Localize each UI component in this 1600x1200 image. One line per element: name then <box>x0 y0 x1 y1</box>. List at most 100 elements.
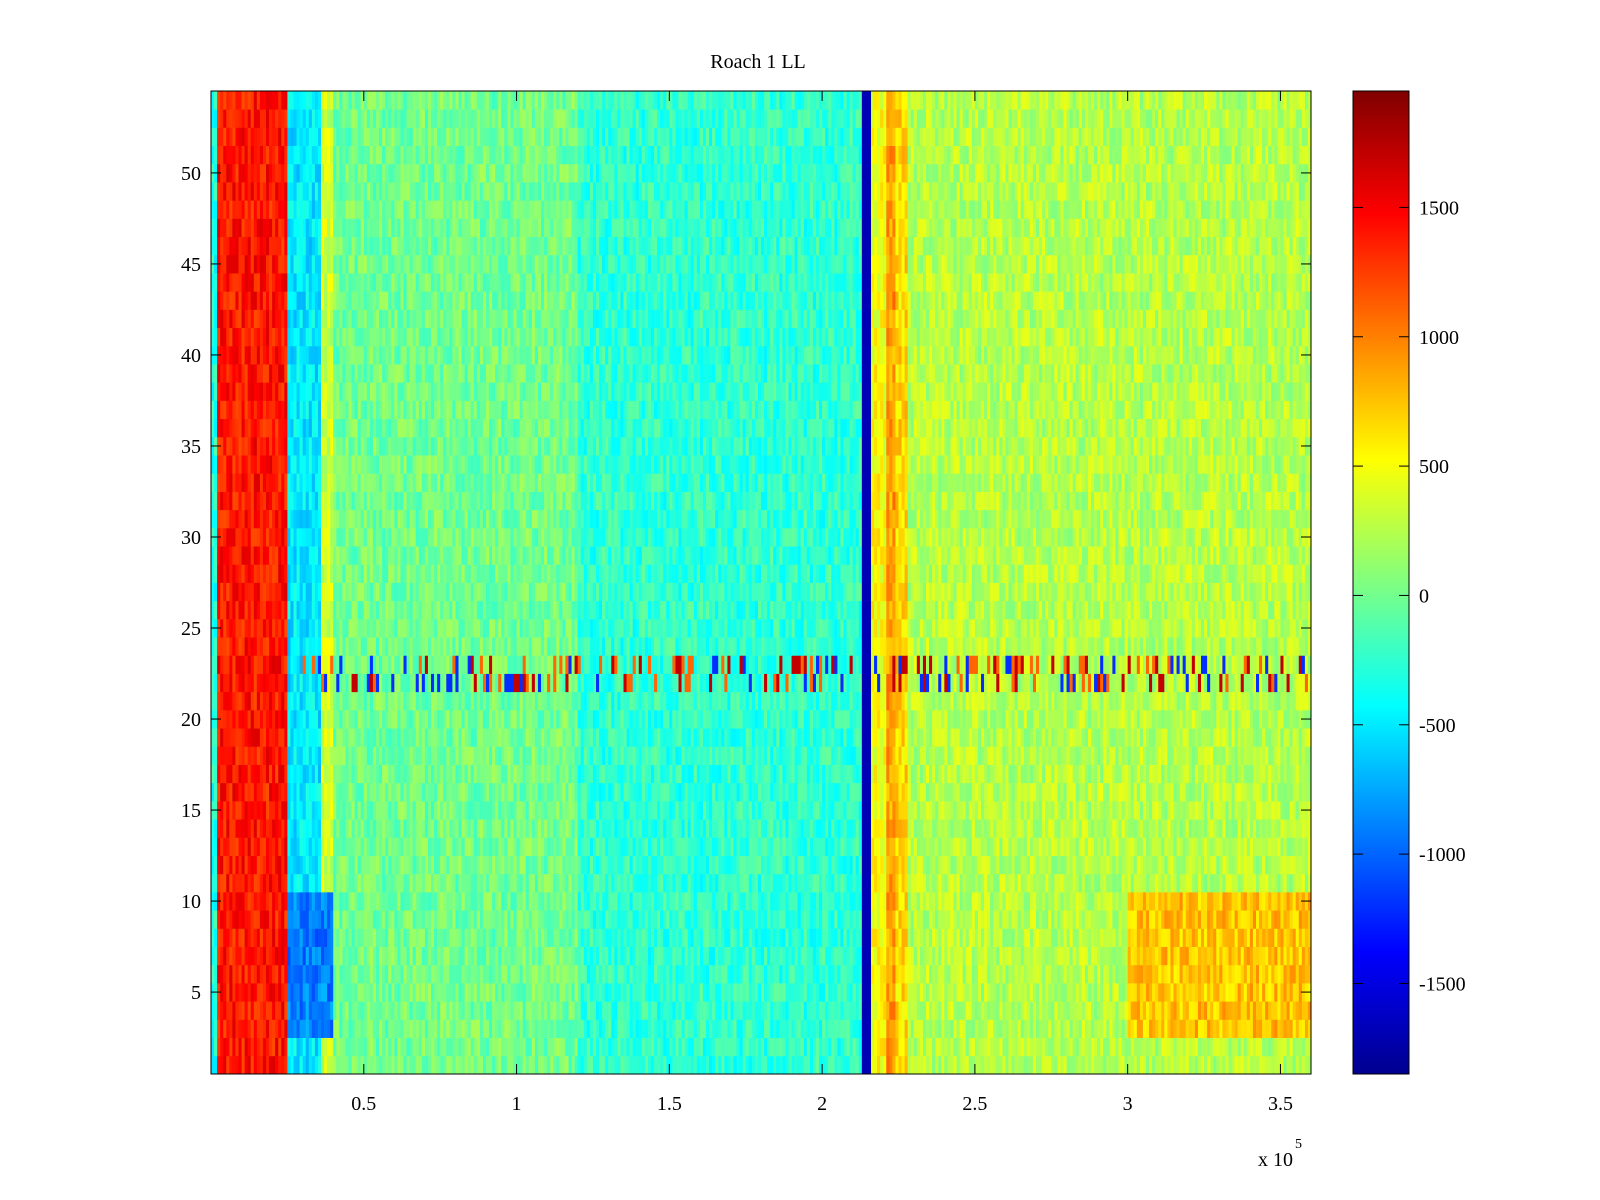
heatmap-cell <box>755 965 758 984</box>
heatmap-cell <box>1268 1038 1271 1057</box>
heatmap-cell <box>630 892 633 911</box>
heatmap-cell <box>593 965 596 984</box>
heatmap-cell <box>1225 1019 1228 1038</box>
heatmap-cell <box>1100 1019 1103 1038</box>
heatmap-cell <box>902 819 905 838</box>
heatmap-cell <box>721 965 724 984</box>
heatmap-cell <box>1027 819 1030 838</box>
heatmap-cell <box>242 1001 245 1020</box>
heatmap-cell <box>1302 856 1305 875</box>
heatmap-cell <box>947 837 950 856</box>
heatmap-cell <box>462 910 465 929</box>
heatmap-cell <box>1180 856 1183 875</box>
heatmap-cell <box>804 837 807 856</box>
heatmap-cell <box>902 965 905 984</box>
heatmap-cell <box>309 965 312 984</box>
heatmap-cell <box>1262 856 1265 875</box>
heatmap-cell <box>358 1019 361 1038</box>
heatmap-cell <box>740 983 743 1002</box>
heatmap-cell <box>1299 837 1302 856</box>
heatmap-cell <box>446 1038 449 1057</box>
heatmap-cell <box>223 965 226 984</box>
heatmap-cell <box>535 910 538 929</box>
heatmap-cell <box>379 856 382 875</box>
heatmap-cell <box>575 892 578 911</box>
heatmap-cell <box>1067 874 1070 893</box>
heatmap-cell <box>1216 983 1219 1002</box>
heatmap-cell <box>905 947 908 966</box>
heatmap-cell <box>455 1038 458 1057</box>
heatmap-cell <box>281 983 284 1002</box>
heatmap-cell <box>767 983 770 1002</box>
heatmap-cell <box>287 910 290 929</box>
heatmap-cell <box>565 856 568 875</box>
heatmap-cell <box>755 1001 758 1020</box>
heatmap-cell <box>871 1038 874 1057</box>
heatmap-cell <box>1094 983 1097 1002</box>
heatmap-cell <box>996 1001 999 1020</box>
heatmap-cell <box>587 874 590 893</box>
heatmap-cell <box>902 1056 905 1075</box>
heatmap-cell <box>544 1038 547 1057</box>
heatmap-cell <box>950 856 953 875</box>
heatmap-cell <box>336 819 339 838</box>
heatmap-cell <box>657 1019 660 1038</box>
heatmap-cell <box>446 874 449 893</box>
heatmap-cell <box>660 983 663 1002</box>
heatmap-cell <box>1051 965 1054 984</box>
heatmap-cell <box>1070 1001 1073 1020</box>
heatmap-cell <box>578 1001 581 1020</box>
heatmap-cell <box>993 983 996 1002</box>
heatmap-cell <box>278 874 281 893</box>
heatmap-cell <box>443 874 446 893</box>
heatmap-cell <box>251 892 254 911</box>
heatmap-cell <box>1207 892 1210 911</box>
heatmap-cell <box>816 983 819 1002</box>
heatmap-cell <box>1213 874 1216 893</box>
heatmap-cell <box>602 1038 605 1057</box>
heatmap-cell <box>853 1001 856 1020</box>
heatmap-cell <box>315 1056 318 1075</box>
heatmap-cell <box>1033 910 1036 929</box>
heatmap-cell <box>226 983 229 1002</box>
heatmap-cell <box>385 892 388 911</box>
heatmap-cell <box>938 1001 941 1020</box>
heatmap-cell <box>767 910 770 929</box>
heatmap-cell <box>471 965 474 984</box>
heatmap-cell <box>590 910 593 929</box>
heatmap-cell <box>941 1019 944 1038</box>
heatmap-cell <box>480 874 483 893</box>
heatmap-cell <box>339 874 342 893</box>
heatmap-cell <box>520 1038 523 1057</box>
heatmap-cell <box>1174 1038 1177 1057</box>
heatmap-cell <box>1219 910 1222 929</box>
heatmap-cell <box>492 965 495 984</box>
heatmap-cell <box>611 947 614 966</box>
heatmap-cell <box>605 983 608 1002</box>
heatmap-cell <box>1070 874 1073 893</box>
heatmap-cell <box>987 910 990 929</box>
heatmap-cell <box>669 1038 672 1057</box>
heatmap-cell <box>345 856 348 875</box>
heatmap-cell <box>862 892 865 911</box>
heatmap-cell <box>376 947 379 966</box>
heatmap-cell <box>370 892 373 911</box>
heatmap-cell <box>269 965 272 984</box>
heatmap-cell <box>342 856 345 875</box>
heatmap-cell <box>229 874 232 893</box>
heatmap-cell <box>969 928 972 947</box>
heatmap-cell <box>721 910 724 929</box>
heatmap-cell <box>764 892 767 911</box>
heatmap-cell <box>816 1038 819 1057</box>
heatmap-cell <box>440 837 443 856</box>
heatmap-cell <box>596 965 599 984</box>
heatmap-cell <box>1079 837 1082 856</box>
heatmap-cell <box>1024 1056 1027 1075</box>
heatmap-cell <box>419 965 422 984</box>
heatmap-cell <box>1030 892 1033 911</box>
heatmap-cell <box>492 856 495 875</box>
heatmap-cell <box>1012 965 1015 984</box>
heatmap-cell <box>782 1056 785 1075</box>
heatmap-cell <box>685 947 688 966</box>
heatmap-cell <box>810 928 813 947</box>
